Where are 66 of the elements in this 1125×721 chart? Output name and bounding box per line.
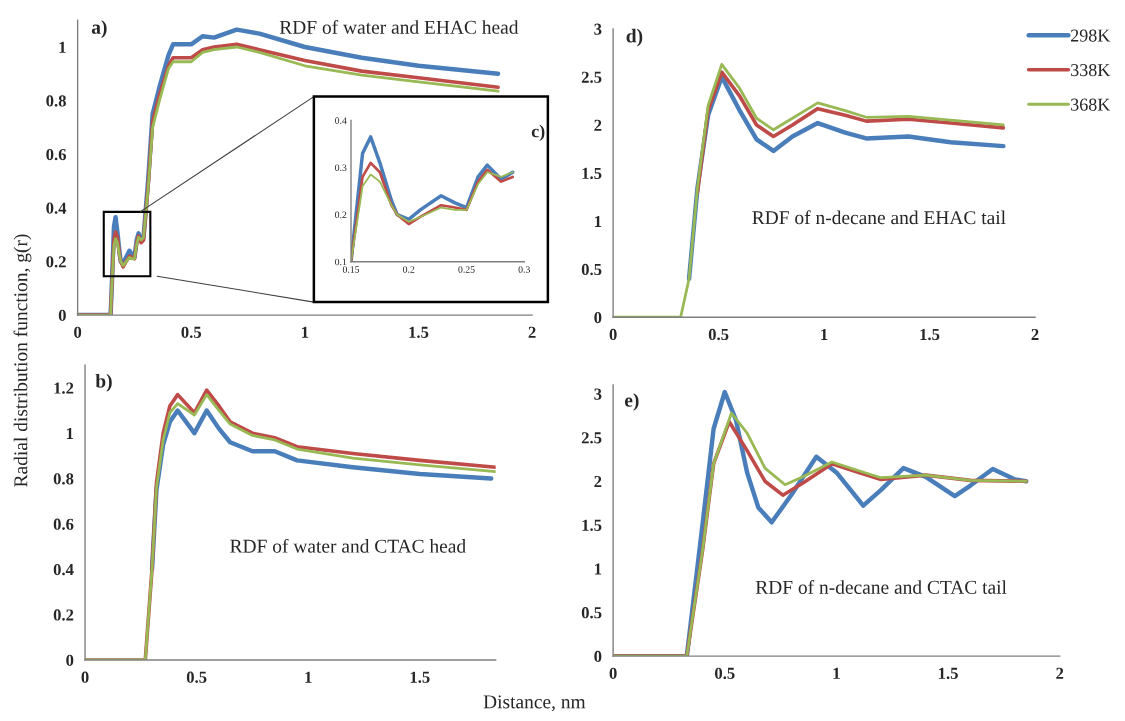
x-tick-label: 1 <box>833 667 840 679</box>
x-tick-label: 0.5 <box>181 326 202 338</box>
x-tick-label: 2 <box>1056 667 1064 679</box>
y-tick-label: 0.3 <box>335 164 347 172</box>
y-tick-label: 0 <box>594 311 602 324</box>
y-tick-label: 0.8 <box>46 95 66 107</box>
y-tick-label: 0.2 <box>53 609 74 621</box>
y-tick-label: 0.4 <box>46 202 67 214</box>
annotation: d) <box>626 28 643 47</box>
legend-label: 368K <box>1071 98 1111 111</box>
y-tick-label: 1.2 <box>54 382 74 394</box>
y-tick-label: 2.5 <box>581 432 602 444</box>
x-tick-label: 0.3 <box>518 266 530 273</box>
x-tick-label: 0 <box>74 326 82 338</box>
y-tick-label: 3 <box>594 388 602 400</box>
x-tick-label: 0 <box>609 667 617 679</box>
x-tick-label: 0 <box>81 671 89 683</box>
y-tick-label: 2 <box>594 119 602 131</box>
x-tick-label: 0.25 <box>458 266 475 273</box>
x-tick-label: 0 <box>609 328 617 341</box>
x-tick-label: 0.2 <box>403 266 415 273</box>
y-tick-label: 0 <box>66 654 74 666</box>
annotation: b) <box>95 373 112 392</box>
y-tick-label: 0.6 <box>46 148 67 161</box>
y-axis-title: Radial distribution function, g(r) <box>13 234 32 487</box>
y-tick-label: 0 <box>594 650 602 663</box>
annotation: c) <box>531 124 545 142</box>
y-tick-label: 1.5 <box>582 519 602 531</box>
legend-label: 298K <box>1070 29 1111 42</box>
x-tick-label: 0.15 <box>342 266 360 273</box>
y-tick-label: 1 <box>595 563 602 575</box>
y-tick-label: 1 <box>59 41 66 53</box>
annotation: a) <box>91 20 107 38</box>
x-tick-label: 1 <box>305 671 312 683</box>
y-tick-label: 0.2 <box>335 211 347 219</box>
y-tick-label: 1 <box>595 215 602 227</box>
text: RDF of n-decane and EHAC tail <box>752 210 1006 225</box>
text: RDF of water and CTAC head <box>230 538 466 553</box>
x-tick-label: 1 <box>821 328 828 340</box>
y-tick-label: 0.4 <box>335 117 347 124</box>
legend-label: 338K <box>1071 64 1111 77</box>
y-tick-label: 0.8 <box>53 473 74 485</box>
annotation: e) <box>624 393 639 411</box>
y-tick-label: 2 <box>594 475 602 487</box>
y-tick-label: 2.5 <box>581 71 602 83</box>
x-tick-label: 1 <box>302 326 309 338</box>
x-tick-label: 1.5 <box>939 667 958 680</box>
y-tick-label: 0.1 <box>335 258 347 266</box>
y-tick-label: 1 <box>66 427 74 439</box>
y-tick-label: 0 <box>58 309 66 322</box>
x-tick-label: 2 <box>1031 328 1039 340</box>
x-axis-title: Distance, nm <box>483 695 586 712</box>
chart-title: RDF of water and EHAC head <box>279 19 519 34</box>
text: RDF of n-decane and CTAC tail <box>755 580 1007 594</box>
y-tick-label: 3 <box>594 23 602 35</box>
y-tick-label: 0.6 <box>53 518 74 530</box>
x-tick-label: 0.5 <box>708 328 729 341</box>
x-tick-label: 2 <box>528 326 536 338</box>
x-tick-label: 0.5 <box>186 671 207 683</box>
y-tick-label: 0.5 <box>581 607 602 619</box>
x-tick-label: 1.5 <box>409 326 429 338</box>
y-tick-label: 0.4 <box>53 563 74 576</box>
y-tick-label: 1.5 <box>582 167 602 180</box>
x-tick-label: 0.5 <box>715 667 735 680</box>
x-tick-label: 1.5 <box>920 328 940 341</box>
x-tick-label: 1.5 <box>410 671 430 683</box>
